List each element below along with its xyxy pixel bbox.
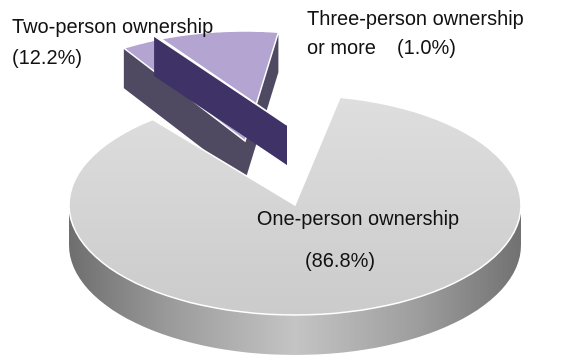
slice-one-person [68,96,522,355]
slice-label-two-person: Two-person ownership [12,16,213,38]
slice-label-one-person: One-person ownership [257,208,459,230]
pie-slices [68,30,522,355]
slice-three-person [151,34,288,166]
slice-value-three-person: (1.0%) [397,37,456,59]
slice-value-one-person: (86.8%) [305,250,375,272]
slice-label-three-person-line1: Three-person ownership [307,8,524,30]
slice-label-three-person-line2: or more [307,37,376,59]
slice-value-two-person: (12.2%) [12,47,82,69]
